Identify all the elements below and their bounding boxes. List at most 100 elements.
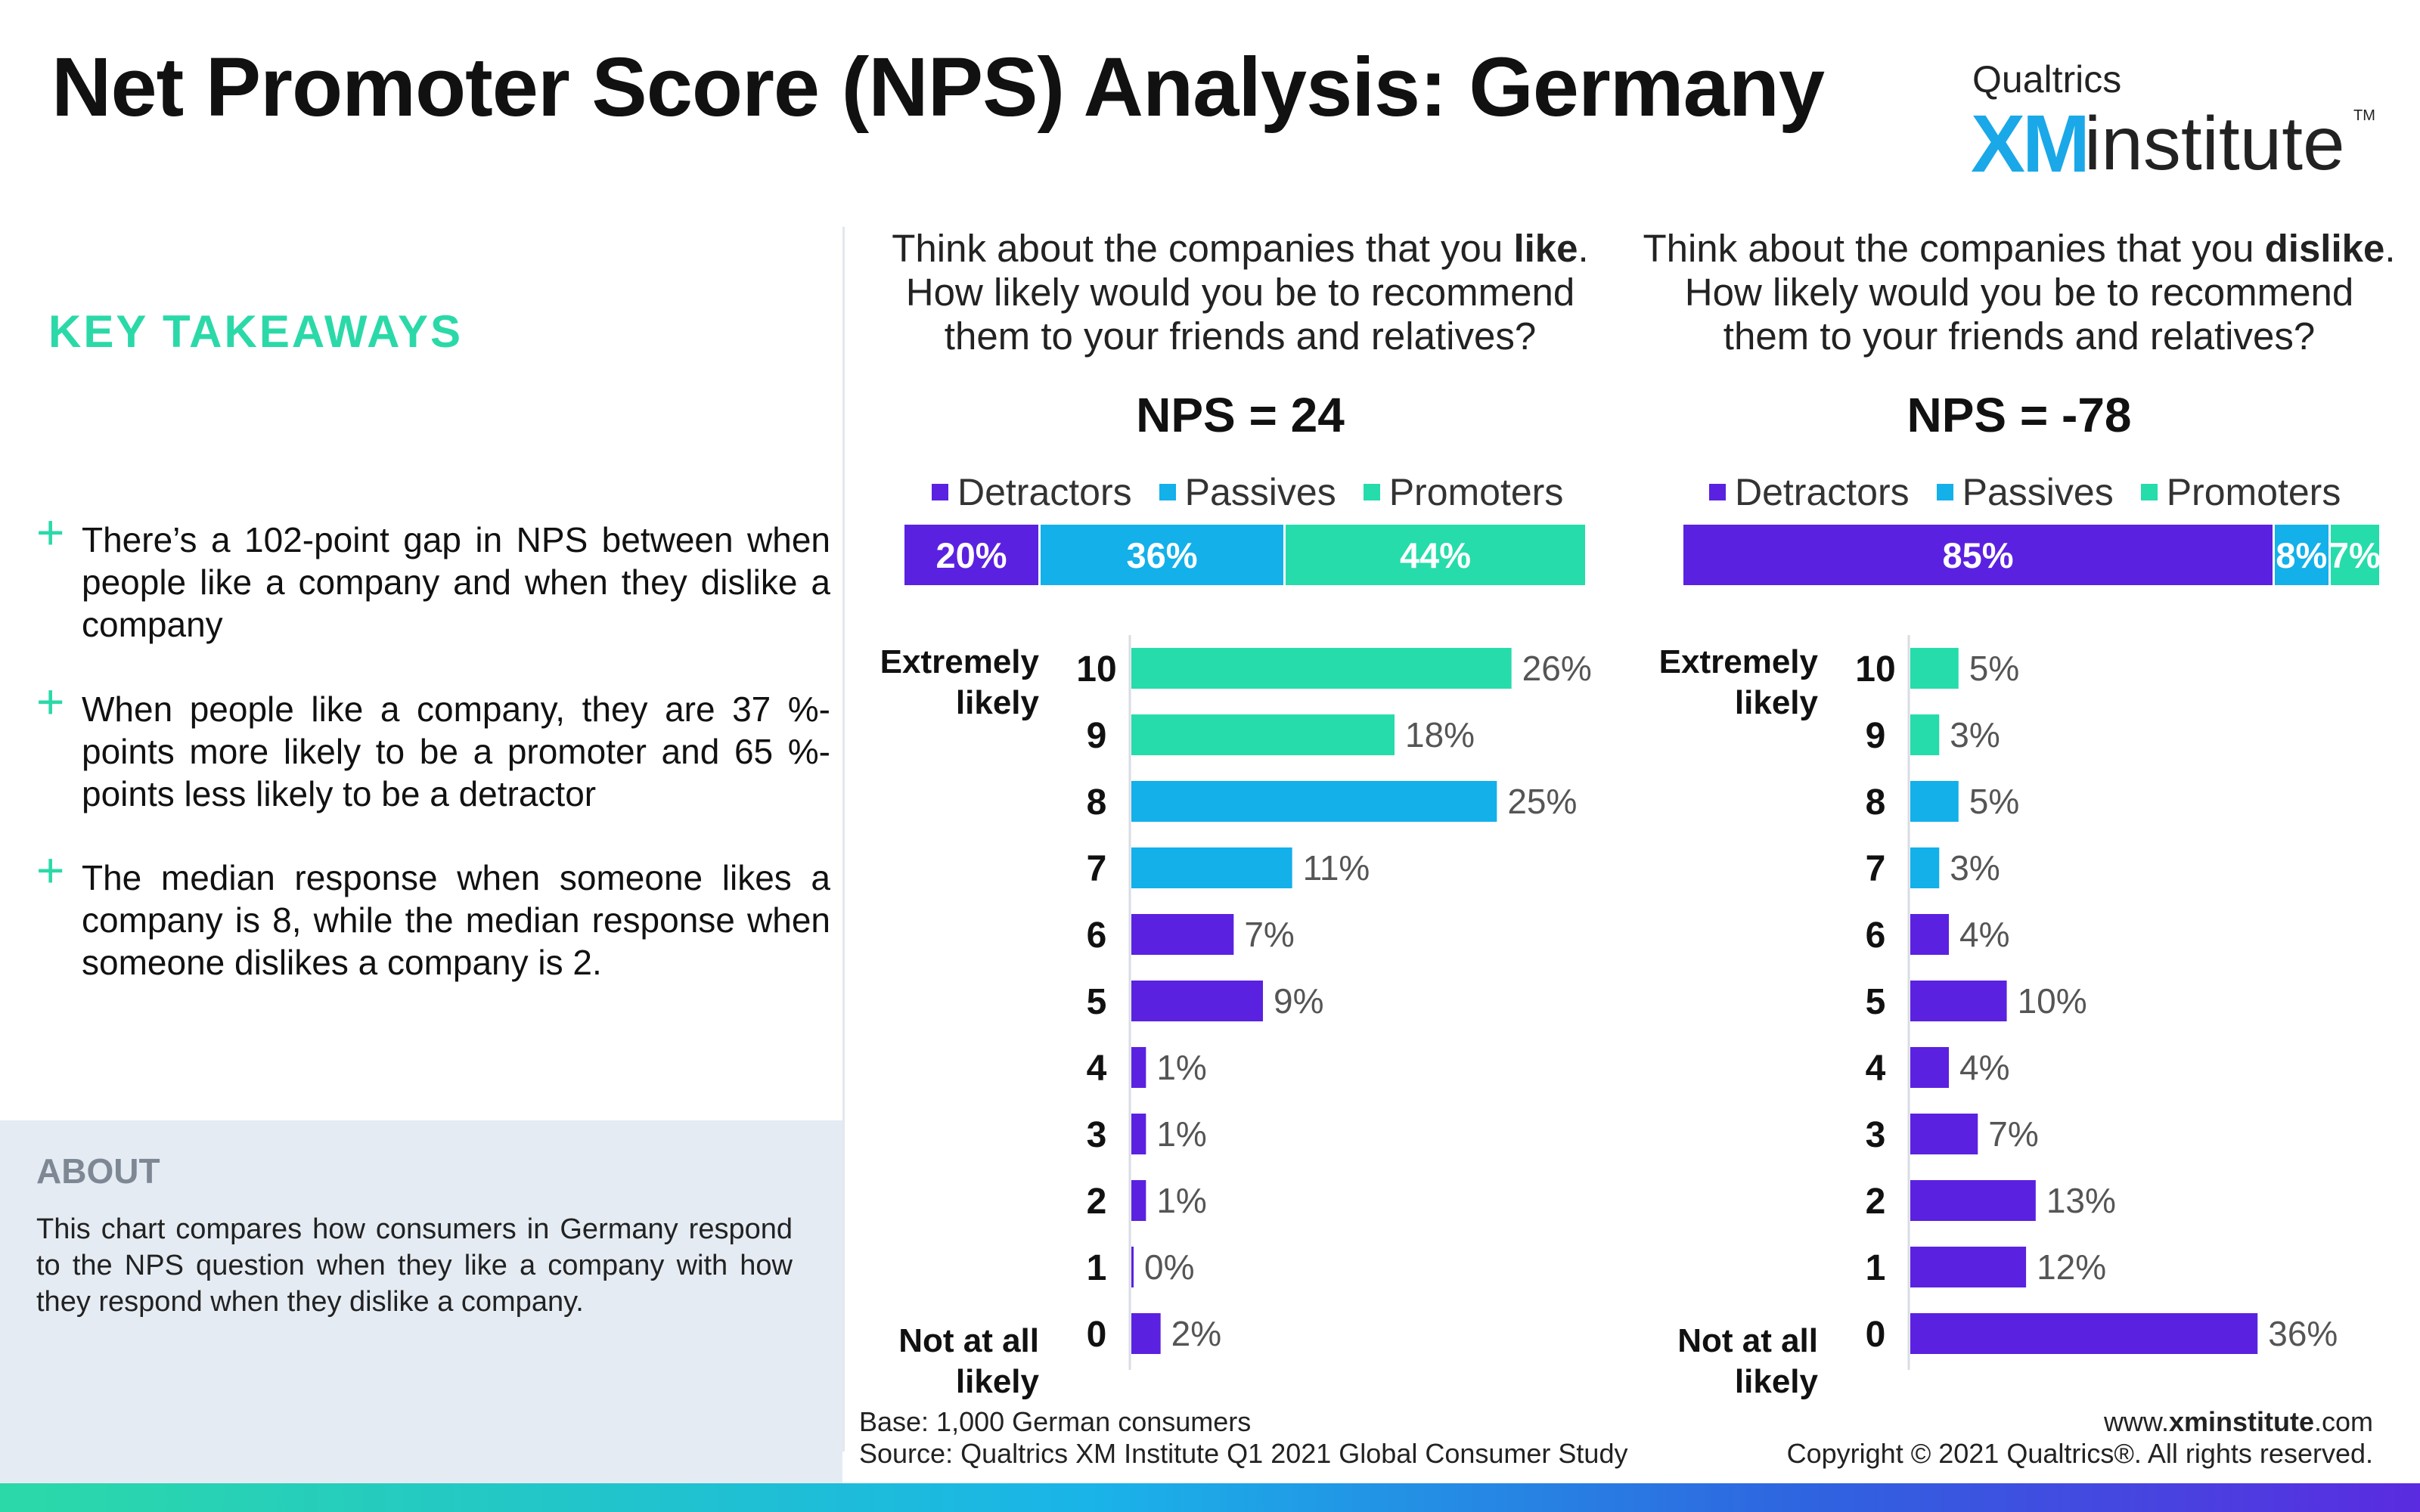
data-label: 7% [1988,1114,2038,1154]
brand-gradient-bar [0,1483,2420,1512]
takeaway-text: There’s a 102-point gap in NPS between w… [82,520,830,644]
logo-tm-text: TM [2353,107,2375,124]
distribution-chart: 10 5% 9 3% 8 5% 7 3% 6 4% 5 10% 4 4% 3 7% 2 13% 1 12% 0 36% Ex… [1659,635,2338,1400]
bar [1910,781,1959,822]
scale-label-bottom: likely [956,1363,1040,1400]
bar [1131,847,1292,888]
scale-label-top: likely [1735,684,1819,721]
data-label: 7% [1244,915,1294,954]
xm-institute-logo: Qualtrics XM institute TM [1966,57,2390,194]
tick-label: 1 [1866,1248,1886,1288]
tick-label: 10 [1855,649,1895,689]
chart-legend: Detractors Passives Promoters [1709,470,2341,514]
data-label: 1% [1156,1048,1206,1087]
data-label: 2% [1171,1314,1221,1353]
tick-label: 0 [1087,1315,1107,1355]
takeaway-text: The median response when someone likes a… [82,858,830,982]
tick-label: 1 [1087,1248,1107,1288]
bar [1910,1313,2258,1354]
tick-label: 5 [1087,982,1107,1022]
tick-label: 10 [1076,649,1116,689]
bar [1131,1247,1134,1287]
data-label: 25% [1507,782,1577,821]
bar [1131,1313,1161,1354]
bar [1910,914,1950,955]
bar [1910,847,1940,888]
bar [1131,1047,1146,1088]
bar [1131,1114,1146,1154]
scale-label-bottom: Not at all [1677,1322,1818,1359]
stacked-segment-detractors: 20% [904,525,1041,585]
legend-item-passives: Passives [1159,470,1336,514]
tick-label: 9 [1866,716,1886,756]
legend-swatch [1363,484,1380,500]
data-label: 5% [1969,649,2019,688]
nps-score: NPS = -78 [1907,388,2132,442]
base-note: Base: 1,000 German consumers [859,1406,1252,1437]
legend-item-detractors: Detractors [932,470,1132,514]
legend-swatch [1709,484,1726,500]
scale-label-bottom: likely [1735,1363,1819,1400]
data-label: 36% [2268,1314,2338,1353]
data-label: 13% [2046,1181,2116,1220]
bar [1910,1180,2036,1221]
footer-source: Base: 1,000 German consumers Source: Qua… [859,1406,1627,1470]
tick-label: 2 [1087,1182,1107,1222]
tick-label: 7 [1866,849,1886,889]
data-label: 26% [1522,649,1592,688]
stacked-segment-detractors: 85% [1683,525,2275,585]
bar [1910,1247,2027,1287]
bar [1131,981,1263,1021]
chart-panel-dislike: Think about the companies that you disli… [1634,227,2405,1406]
legend-item-passives: Passives [1936,470,2114,514]
vertical-divider [842,227,845,1452]
tick-label: 0 [1866,1315,1886,1355]
data-label: 0% [1144,1247,1194,1287]
bar [1131,781,1497,822]
tick-label: 8 [1866,782,1886,823]
tick-label: 5 [1866,982,1886,1022]
about-heading: ABOUT [36,1151,160,1191]
bar [1910,648,1959,689]
bar [1131,714,1395,755]
legend-swatch [932,484,948,500]
data-label: 10% [2018,981,2087,1021]
data-label: 3% [1950,715,2000,754]
data-label: 5% [1969,782,2019,821]
about-box: ABOUT This chart compares how consumers … [0,1120,842,1483]
bar [1910,981,2007,1021]
footer-copyright: www.xminstitute.com Copyright © 2021 Qua… [1787,1406,2373,1470]
data-label: 1% [1156,1114,1206,1154]
tick-label: 4 [1087,1049,1107,1089]
data-label: 4% [1959,1048,2009,1087]
scale-label-top: Extremely [880,643,1040,680]
data-label: 18% [1405,715,1475,754]
source-note: Source: Qualtrics XM Institute Q1 2021 G… [859,1438,1628,1469]
data-label: 9% [1274,981,1323,1021]
tick-label: 6 [1866,916,1886,956]
legend-swatch [1159,484,1176,500]
stacked-bar: 20% 36% 44% [904,525,1585,585]
website-link[interactable]: www.xminstitute.com [2103,1406,2373,1437]
legend-item-promoters: Promoters [2140,470,2341,514]
data-label: 12% [2037,1247,2106,1287]
copyright-text: Copyright © 2021 Qualtrics®. All rights … [1786,1438,2373,1469]
about-text: This chart compares how consumers in Ger… [36,1213,793,1318]
data-label: 3% [1950,848,2000,888]
logo-qualtrics-text: Qualtrics [1972,58,2122,101]
legend-swatch [1936,484,1953,500]
data-label: 11% [1303,848,1370,888]
tick-label: 7 [1087,849,1107,889]
chart-panel-like: Think about the companies that you like.… [855,227,1626,1406]
logo-xm-text: XM [1971,98,2090,189]
plus-icon: + [36,674,65,729]
tick-label: 3 [1866,1115,1886,1155]
nps-score: NPS = 24 [1136,388,1345,442]
legend-item-promoters: Promoters [1363,470,1563,514]
tick-label: 4 [1866,1049,1886,1089]
plus-icon: + [36,505,65,559]
tick-label: 8 [1087,782,1107,823]
plus-icon: + [36,843,65,897]
scale-label-bottom: Not at all [898,1322,1039,1359]
tick-label: 2 [1866,1182,1886,1222]
